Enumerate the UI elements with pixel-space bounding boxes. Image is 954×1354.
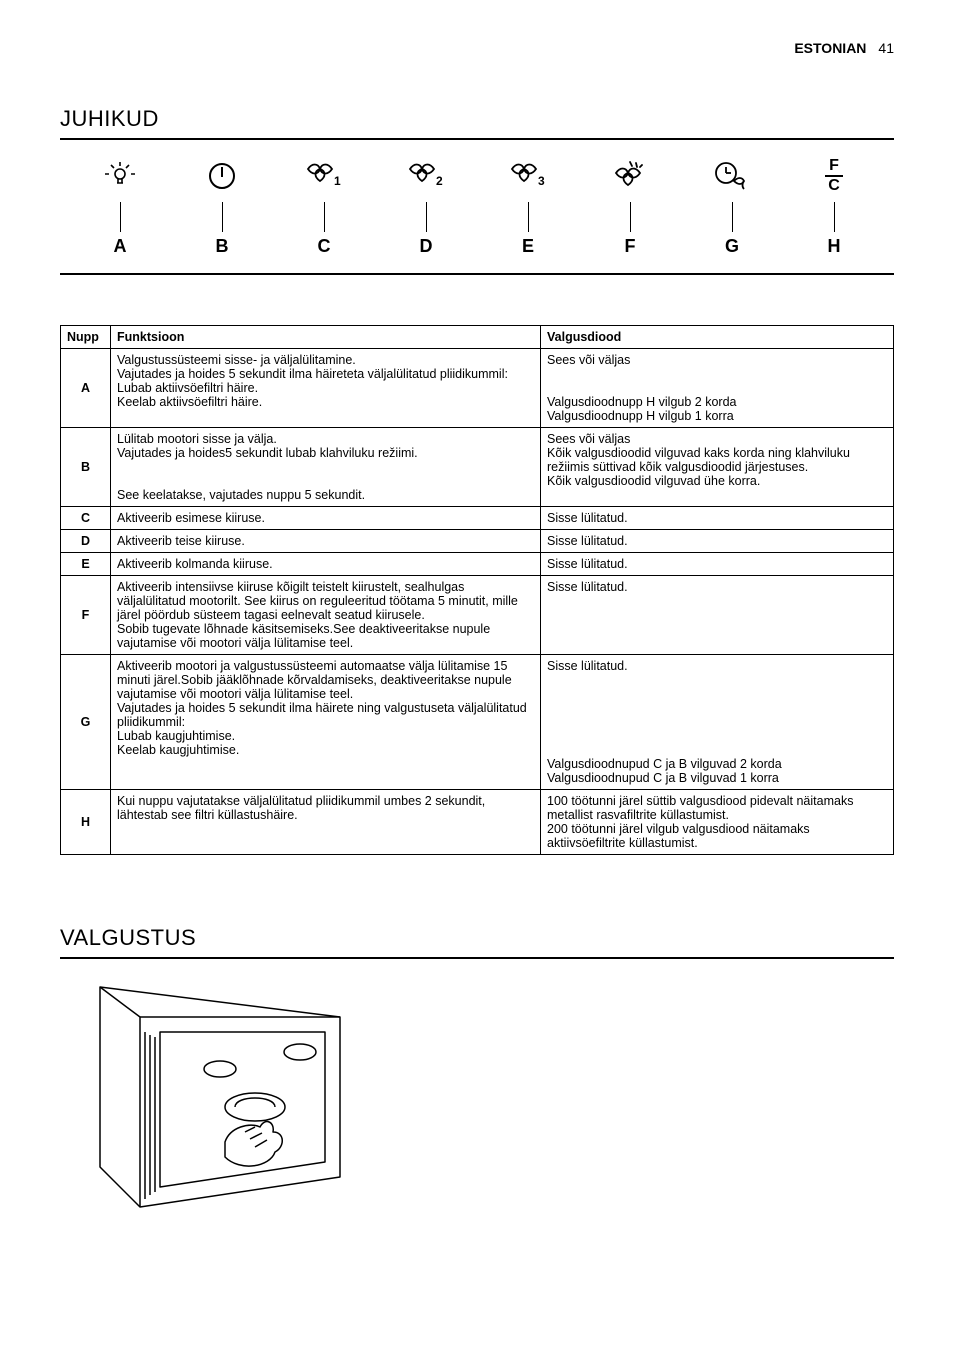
fc-icon: F C [825,158,843,194]
cell-btn: G [61,655,111,790]
cell-func: Aktiveerib kolmanda kiiruse. [111,553,541,576]
fan-sub-3: 3 [538,174,545,188]
connector-line [732,202,733,232]
cell-btn: D [61,530,111,553]
connector-line [120,202,121,232]
fc-bottom: C [828,178,840,194]
control-letter: E [522,236,534,257]
controls-underline [60,273,894,275]
section-title-lighting: VALGUSTUS [60,925,894,951]
control-letter: F [625,236,636,257]
cell-led: Sisse lülitatud.Valgusdioodnupud C ja B … [541,655,894,790]
control-E: 3 E [488,158,568,257]
fc-top: F [829,158,839,174]
th-function: Funktsioon [111,326,541,349]
table-row: G Aktiveerib mootori ja valgustussüsteem… [61,655,894,790]
section-title-controls: JUHIKUD [60,106,894,132]
table-row: E Aktiveerib kolmanda kiiruse. Sisse lül… [61,553,894,576]
cell-btn: H [61,790,111,855]
cell-led: Sees või väljasValgusdioodnupp H vilgub … [541,349,894,428]
fan1-icon: 1 [304,158,344,194]
connector-line [426,202,427,232]
table-header-row: Nupp Funktsioon Valgusdiood [61,326,894,349]
cell-led: Sees või väljasKõik valgusdioodid vilguv… [541,428,894,507]
fan3-icon: 3 [508,158,548,194]
connector-line [324,202,325,232]
cell-btn: C [61,507,111,530]
cell-led: 100 töötunni järel süttib valgusdiood pi… [541,790,894,855]
control-F: F [590,158,670,257]
table-row: H Kui nuppu vajutatakse väljalülitatud p… [61,790,894,855]
cell-led: Sisse lülitatud. [541,553,894,576]
cell-btn: F [61,576,111,655]
page-header: ESTONIAN 41 [60,40,894,56]
power-icon [205,158,239,194]
connector-line [834,202,835,232]
table-row: A Valgustussüsteemi sisse- ja väljalülit… [61,349,894,428]
control-D: 2 D [386,158,466,257]
control-letter: D [420,236,433,257]
timer-icon [712,158,752,194]
connector-line [222,202,223,232]
control-C: 1 C [284,158,364,257]
control-letter: C [318,236,331,257]
table-row: B Lülitab mootori sisse ja välja.Vajutad… [61,428,894,507]
control-letter: G [725,236,739,257]
controls-row: A B 1 C [60,158,894,267]
control-letter: A [114,236,127,257]
fan2-icon: 2 [406,158,446,194]
control-B: B [182,158,262,257]
cell-func: Aktiveerib mootori ja valgustussüsteemi … [111,655,541,790]
cell-func: Aktiveerib teise kiiruse. [111,530,541,553]
cell-btn: A [61,349,111,428]
table-row: F Aktiveerib intensiivse kiiruse kõigilt… [61,576,894,655]
cell-led: Sisse lülitatud. [541,530,894,553]
cell-btn: E [61,553,111,576]
function-table: Nupp Funktsioon Valgusdiood A Valgustuss… [60,325,894,855]
connector-line [630,202,631,232]
cell-func: Valgustussüsteemi sisse- ja väljalülitam… [111,349,541,428]
light-icon [103,158,137,194]
table-row: D Aktiveerib teise kiiruse. Sisse lülita… [61,530,894,553]
section-underline [60,957,894,959]
table-body: A Valgustussüsteemi sisse- ja väljalülit… [61,349,894,855]
control-letter: B [216,236,229,257]
control-H: F C H [794,158,874,257]
th-led: Valgusdiood [541,326,894,349]
control-A: A [80,158,160,257]
table-row: C Aktiveerib esimese kiiruse. Sisse lüli… [61,507,894,530]
page-number: 41 [878,40,894,56]
cell-func: Kui nuppu vajutatakse väljalülitatud pli… [111,790,541,855]
th-button: Nupp [61,326,111,349]
connector-line [528,202,529,232]
cell-func: Lülitab mootori sisse ja välja.Vajutades… [111,428,541,507]
section-lighting: VALGUSTUS [60,925,894,1222]
fan-sub-2: 2 [436,174,443,188]
cell-led: Sisse lülitatud. [541,507,894,530]
lighting-illustration [60,977,894,1222]
cell-func: Aktiveerib intensiivse kiiruse kõigilt t… [111,576,541,655]
fan-intense-icon [610,158,650,194]
cell-btn: B [61,428,111,507]
control-letter: H [828,236,841,257]
fan-sub-1: 1 [334,174,341,188]
control-G: G [692,158,772,257]
language-label: ESTONIAN [794,40,866,56]
cell-func: Aktiveerib esimese kiiruse. [111,507,541,530]
cell-led: Sisse lülitatud. [541,576,894,655]
section-underline [60,138,894,140]
